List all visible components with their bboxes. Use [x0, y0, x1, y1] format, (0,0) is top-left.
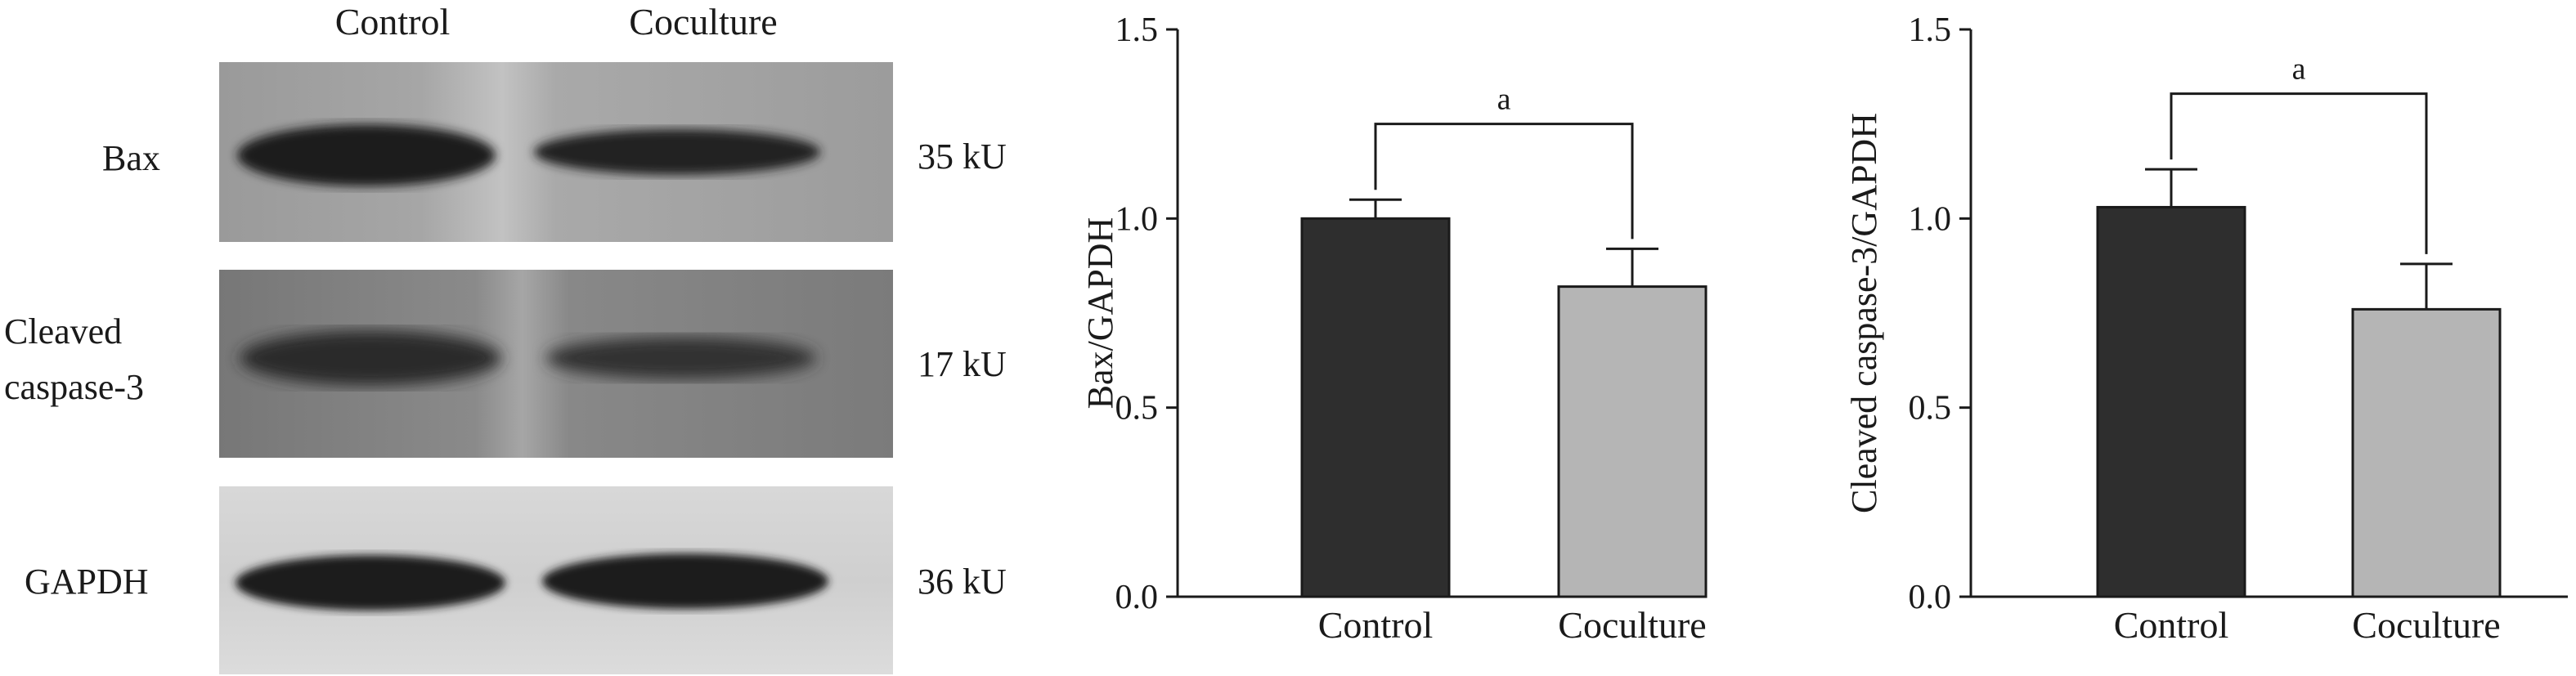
band-bax-coculture	[534, 129, 820, 175]
lane-label-control: Control	[334, 1, 451, 43]
y-tick-label: 0.0	[1909, 579, 1952, 616]
blot-image-gapdh	[219, 486, 893, 674]
significance-bracket	[1374, 123, 1634, 240]
y-axis-label: Bax/GAPDH	[1080, 217, 1120, 410]
blot-label-cleaved-caspase-3-line1: Cleaved	[4, 311, 123, 351]
significance-bracket	[2170, 92, 2428, 254]
x-tick-label-control: Control	[1318, 604, 1434, 646]
lane-label-coculture: Coculture	[629, 1, 778, 43]
y-axis-label: Cleaved caspase-3/GAPDH	[1844, 113, 1884, 513]
bar-coculture	[1557, 285, 1708, 598]
y-tick-label: 1.0	[1909, 200, 1952, 238]
blot-label-gapdh: GAPDH	[25, 562, 149, 602]
x-tick-label-coculture: Coculture	[1558, 604, 1706, 646]
bar-coculture	[2351, 307, 2502, 598]
blot-image-cleaved-caspase-3	[219, 270, 893, 458]
mw-gapdh: 36 kU	[918, 562, 1007, 602]
y-tick-label: 1.5	[1909, 11, 1952, 49]
mw-bax: 35 kU	[918, 137, 1007, 177]
y-tick-label: 0.0	[1115, 579, 1159, 616]
band-caspase-control	[240, 330, 501, 386]
blot-label-cleaved-caspase-3-line2: caspase-3	[4, 367, 145, 407]
bar-chart-cleaved-caspase-3: 0.0 0.5 1.0 1.5 Cleaved caspase-3/GAPDH Contr…	[1844, 11, 2568, 646]
band-caspase-coculture	[546, 337, 816, 379]
bar-control	[1300, 217, 1451, 598]
y-tick-label: 0.5	[1909, 390, 1952, 428]
x-tick-label-control: Control	[2114, 604, 2229, 646]
x-tick-label-coculture: Coculture	[2352, 604, 2500, 646]
significance-label: a	[1497, 83, 1511, 117]
blot-label-bax: Bax	[102, 138, 160, 178]
mw-cleaved-caspase-3: 17 kU	[918, 344, 1007, 384]
bar-control	[2096, 205, 2246, 598]
bar-chart-bax: 0.0 0.5 1.0 1.5 Bax/GAPDH Control Coculture a	[1080, 11, 1708, 646]
band-bax-control	[237, 124, 496, 186]
band-gapdh-coculture	[542, 553, 828, 609]
y-tick-label: 1.5	[1115, 11, 1159, 49]
significance-label: a	[2292, 52, 2306, 87]
band-gapdh-control	[236, 555, 505, 611]
blot-image-bax	[219, 62, 893, 242]
y-tick-label: 0.5	[1115, 390, 1159, 428]
y-tick-label: 1.0	[1115, 200, 1159, 238]
